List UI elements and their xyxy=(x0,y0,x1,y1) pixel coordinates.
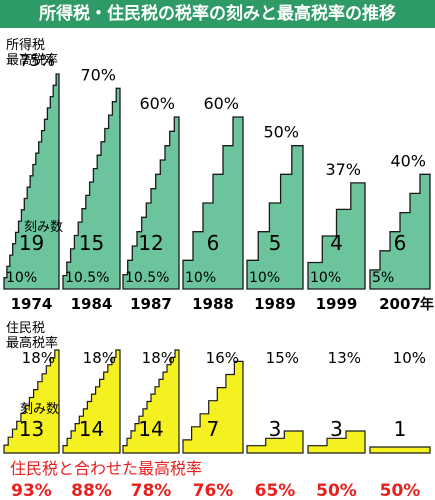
resident-top-rate-1989: 15% xyxy=(266,349,299,367)
chart-title: 所得税・住民税の税率の刻みと最高税率の推移 xyxy=(0,0,435,28)
resident-tax-label: 住民税 xyxy=(6,321,45,336)
resident-brackets-1988: 7 xyxy=(207,417,220,441)
income-tax-staircase-1999 xyxy=(307,182,366,290)
combined-rate-1974: 93% xyxy=(11,481,52,500)
resident-top-rate-1974: 18% xyxy=(22,349,55,367)
income-top-rate-2007: 40% xyxy=(390,151,426,170)
resident-tax-staircase-1987 xyxy=(122,349,180,454)
resident-brackets-1974: 13 xyxy=(19,417,44,441)
income-brackets-1999: 4 xyxy=(330,231,343,255)
income-tax-staircase-1987 xyxy=(122,116,180,290)
year-label-1974: 1974 xyxy=(11,295,53,313)
resident-top-rate-label: 最高税率 xyxy=(6,335,58,351)
year-label-1984: 1984 xyxy=(71,295,113,313)
income-tax-label: 所得税 xyxy=(6,37,45,53)
resident-top-rate-1984: 18% xyxy=(83,349,116,367)
income-lowest-rate-2007: 5% xyxy=(372,270,394,286)
year-suffix: 年 xyxy=(420,296,434,313)
income-tax-staircase-1984 xyxy=(62,87,121,290)
income-top-rate-1999: 37% xyxy=(325,160,361,179)
income-top-rate-1984: 70% xyxy=(80,65,116,84)
resident-tax-staircase-1974 xyxy=(3,349,60,454)
combined-rate-1984: 88% xyxy=(71,481,112,500)
income-brackets-2007: 6 xyxy=(394,231,407,255)
income-tax-staircase-2007 xyxy=(369,173,431,290)
resident-brackets-1999: 3 xyxy=(330,417,343,441)
resident-tax-staircase-1988 xyxy=(182,360,244,454)
income-brackets-1989: 5 xyxy=(269,231,282,255)
income-top-rate-1974: 75% xyxy=(19,51,55,70)
resident-top-rate-2007: 10% xyxy=(393,349,426,367)
income-top-rate-label: 最高税率 xyxy=(6,52,58,68)
combined-rate-label: 住民税と合わせた最高税率 xyxy=(10,459,202,478)
income-brackets-1987: 12 xyxy=(138,231,163,255)
income-lowest-rate-1989: 10% xyxy=(249,270,280,286)
resident-top-rate-1987: 18% xyxy=(142,349,175,367)
income-top-rate-1989: 50% xyxy=(263,123,299,142)
combined-rate-2007: 50% xyxy=(380,481,421,500)
income-lowest-rate-1974: 10% xyxy=(6,270,37,286)
combined-rate-1989: 65% xyxy=(255,481,296,500)
income-top-rate-1987: 60% xyxy=(139,94,175,113)
income-brackets-1988: 6 xyxy=(207,231,220,255)
income-brackets-1984: 15 xyxy=(79,231,104,255)
income-lowest-rate-1984: 10.5% xyxy=(65,270,109,286)
resident-top-rate-1999: 13% xyxy=(328,349,361,367)
year-label-2007: 2007 xyxy=(379,295,421,313)
resident-brackets-1989: 3 xyxy=(269,417,282,441)
combined-rate-1999: 50% xyxy=(316,481,357,500)
income-tax-staircase-1988 xyxy=(182,116,244,290)
resident-brackets-1987: 14 xyxy=(138,417,163,441)
year-label-1988: 1988 xyxy=(192,295,234,313)
resident-tax-staircase-2007 xyxy=(369,446,431,454)
year-label-1989: 1989 xyxy=(254,295,296,313)
combined-rate-1987: 78% xyxy=(131,481,172,500)
income-lowest-rate-1999: 10% xyxy=(310,270,341,286)
resident-top-rate-1988: 16% xyxy=(206,349,239,367)
income-top-rate-1988: 60% xyxy=(203,94,239,113)
resident-tax-staircase-1989 xyxy=(246,430,304,454)
resident-tax-staircase-1999 xyxy=(307,430,366,454)
resident-brackets-1984: 14 xyxy=(79,417,104,441)
resident-tax-staircase-1984 xyxy=(62,349,121,454)
year-label-1987: 1987 xyxy=(130,295,172,313)
income-tax-staircase-1989 xyxy=(246,145,304,290)
income-brackets-label: 刻み数 xyxy=(24,220,63,235)
income-tax-staircase-1974 xyxy=(3,73,60,290)
combined-rate-1988: 76% xyxy=(193,481,234,500)
resident-brackets-2007: 1 xyxy=(394,417,407,441)
resident-brackets-label: 刻み数 xyxy=(20,402,59,417)
income-lowest-rate-1987: 10.5% xyxy=(125,270,169,286)
income-lowest-rate-1988: 10% xyxy=(185,270,216,286)
year-label-1999: 1999 xyxy=(316,295,358,313)
income-brackets-1974: 19 xyxy=(19,231,44,255)
